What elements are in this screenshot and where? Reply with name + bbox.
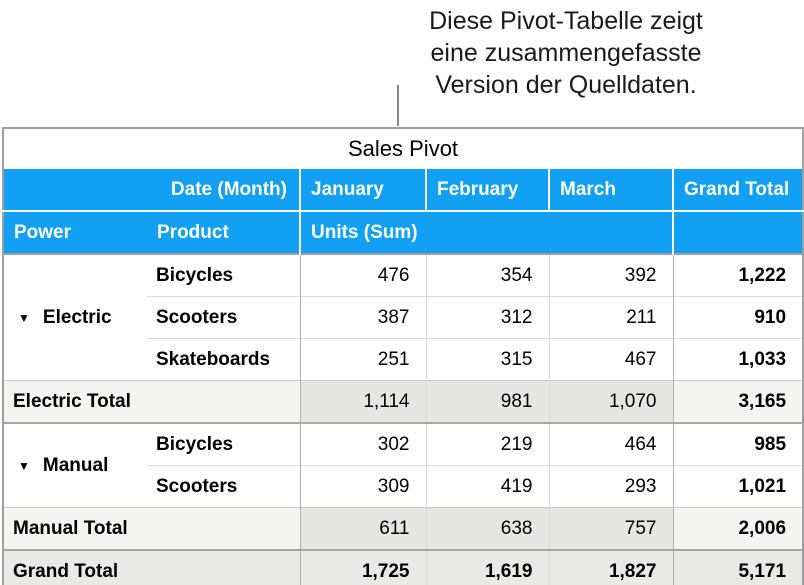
value-cell[interactable]: 476: [299, 253, 426, 297]
group-total-value[interactable]: 611: [299, 507, 426, 550]
group-total-value[interactable]: 981: [425, 380, 549, 423]
value-cell[interactable]: 392: [548, 253, 673, 297]
group-total-value[interactable]: 638: [425, 507, 549, 550]
grand-total-grand[interactable]: 5,171: [672, 549, 804, 585]
disclosure-triangle-icon[interactable]: ▼: [18, 458, 30, 473]
header-date-month[interactable]: Date (Month): [3, 169, 300, 211]
group-total-label[interactable]: Electric Total: [3, 380, 300, 423]
product-cell[interactable]: Scooters: [147, 465, 300, 508]
value-cell[interactable]: 211: [548, 296, 673, 339]
group-total-value[interactable]: 757: [548, 507, 673, 550]
row-total-cell[interactable]: 910: [672, 296, 804, 339]
row-total-cell[interactable]: 985: [672, 422, 804, 466]
group-total-grand[interactable]: 2,006: [672, 507, 804, 550]
value-cell[interactable]: 219: [425, 422, 549, 466]
value-cell[interactable]: 419: [425, 465, 549, 508]
grand-total-value[interactable]: 1,827: [548, 549, 673, 585]
product-cell[interactable]: Bicycles: [147, 422, 300, 466]
callout-line: [397, 85, 399, 126]
product-cell[interactable]: Scooters: [147, 296, 300, 339]
header-february[interactable]: February: [425, 169, 549, 211]
annotation-line-3: Version der Quelldaten.: [435, 71, 697, 99]
group-label: Electric: [42, 306, 112, 328]
pivot-table: Sales Pivot Date (Month) January Februar…: [2, 127, 804, 585]
value-cell[interactable]: 251: [299, 338, 426, 381]
group-cell-electric[interactable]: ▼ Electric: [3, 253, 147, 381]
row-total-cell[interactable]: 1,222: [672, 253, 804, 297]
header-grand-total-blank[interactable]: [671, 210, 804, 254]
row-total-cell[interactable]: 1,033: [672, 338, 804, 381]
annotation-line-1: Diese Pivot-Tabelle zeigt: [429, 7, 703, 35]
value-cell[interactable]: 354: [425, 253, 549, 297]
group-total-value[interactable]: 1,114: [299, 380, 426, 423]
table-title[interactable]: Sales Pivot: [3, 128, 804, 169]
value-cell[interactable]: 309: [299, 465, 426, 508]
value-cell[interactable]: 302: [299, 422, 426, 466]
product-cell[interactable]: Skateboards: [147, 338, 300, 381]
value-cell[interactable]: 467: [548, 338, 673, 381]
group-total-grand[interactable]: 3,165: [672, 380, 804, 423]
annotation-line-2: eine zusammengefasste: [430, 39, 702, 67]
value-cell[interactable]: 312: [425, 296, 549, 339]
grand-total-label[interactable]: Grand Total: [3, 549, 300, 585]
header-product[interactable]: Product: [147, 210, 300, 254]
header-power[interactable]: Power: [3, 210, 147, 254]
group-label: Manual: [42, 454, 109, 476]
header-grand-total[interactable]: Grand Total: [671, 169, 804, 211]
header-march[interactable]: March: [548, 169, 673, 211]
product-cell[interactable]: Bicycles: [147, 253, 300, 297]
group-cell-manual[interactable]: ▼ Manual: [3, 422, 147, 508]
group-total-label[interactable]: Manual Total: [3, 507, 300, 550]
header-january[interactable]: January: [299, 169, 426, 211]
value-cell[interactable]: 315: [425, 338, 549, 381]
row-total-cell[interactable]: 1,021: [672, 465, 804, 508]
value-cell[interactable]: 464: [548, 422, 673, 466]
disclosure-triangle-icon[interactable]: ▼: [18, 310, 30, 325]
grand-total-value[interactable]: 1,619: [425, 549, 549, 585]
value-cell[interactable]: 293: [548, 465, 673, 508]
header-units-sum[interactable]: Units (Sum): [299, 210, 673, 254]
value-cell[interactable]: 387: [299, 296, 426, 339]
annotation-callout: Diese Pivot-Tabelle zeigt eine zusammeng…: [396, 5, 736, 101]
group-total-value[interactable]: 1,070: [548, 380, 673, 423]
grand-total-value[interactable]: 1,725: [299, 549, 426, 585]
